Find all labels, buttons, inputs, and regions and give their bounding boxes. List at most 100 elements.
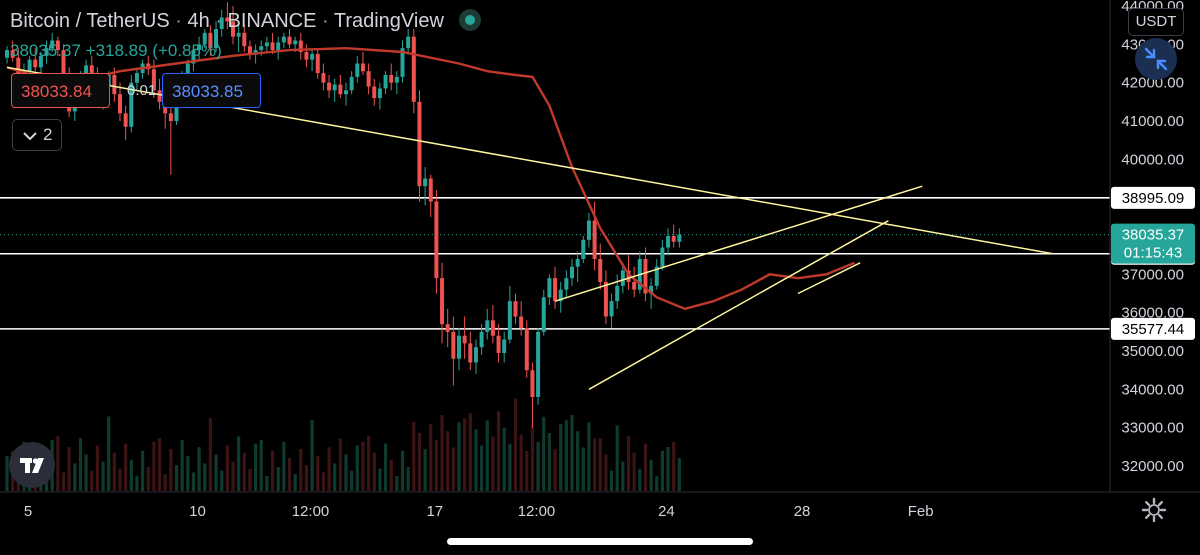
- sell-button[interactable]: 38033.84: [11, 73, 110, 108]
- candle-body: [253, 50, 258, 54]
- candle-body: [530, 370, 535, 397]
- volume-bar: [163, 474, 167, 491]
- volume-bar: [254, 443, 258, 491]
- trendline: [588, 220, 889, 390]
- currency-button[interactable]: USDT: [1128, 8, 1184, 36]
- candle-body: [513, 301, 518, 317]
- volume-bar: [660, 450, 664, 491]
- candle-body: [558, 289, 563, 302]
- candle-body: [264, 42, 269, 47]
- candle-body: [168, 113, 173, 121]
- arrows-compress-icon[interactable]: [1135, 38, 1177, 80]
- candle-body: [553, 278, 558, 302]
- candle-body: [134, 73, 139, 83]
- candle-body: [389, 75, 394, 83]
- candle-body: [112, 75, 117, 95]
- candle-body: [496, 335, 501, 353]
- symbol-name: Bitcoin / TetherUS: [10, 10, 170, 32]
- volume-bar: [316, 456, 320, 491]
- trendlines[interactable]: [6, 66, 1053, 390]
- volume-bar: [626, 436, 631, 491]
- volume-bar: [643, 443, 648, 491]
- volume-bar: [508, 443, 512, 491]
- chevron-down-icon: [23, 131, 37, 140]
- volume-bar: [141, 450, 145, 491]
- home-indicator: [447, 538, 753, 545]
- spread-value: 0.01: [127, 82, 157, 99]
- volume-bar: [231, 461, 235, 491]
- candle-body: [434, 201, 439, 279]
- candle-body: [242, 32, 247, 47]
- candle-body: [123, 113, 128, 127]
- candle-body: [310, 53, 315, 60]
- candle-body: [671, 236, 676, 242]
- volume-bar: [367, 436, 371, 491]
- volume-bar: [655, 476, 659, 491]
- price-change: +318.89 (+0.85%): [85, 41, 222, 60]
- volume-bar: [214, 454, 218, 491]
- candle-body: [473, 347, 478, 363]
- volume-bar: [513, 398, 518, 491]
- volume-bar: [56, 436, 60, 491]
- volume-bar: [112, 452, 116, 491]
- tradingview-logo-icon[interactable]: [9, 442, 55, 488]
- volume-bar: [270, 450, 275, 491]
- buy-button[interactable]: 38033.85: [162, 73, 261, 108]
- time-axis-tick-label: 12:00: [518, 503, 556, 520]
- candle-body: [615, 285, 620, 302]
- candle-body: [603, 282, 608, 317]
- volume-bar: [485, 420, 489, 491]
- candle-body: [355, 63, 360, 77]
- volume-bar: [542, 416, 546, 491]
- symbol-header[interactable]: Bitcoin / TetherUS · 4h · BINANCE · Trad…: [10, 8, 482, 33]
- volume-bar: [237, 436, 241, 491]
- volume-bar: [559, 424, 563, 491]
- volume-bar: [135, 476, 139, 491]
- volume-bar: [361, 441, 365, 491]
- candle-body: [541, 297, 546, 332]
- candle-body: [406, 36, 411, 49]
- candle-body: [666, 236, 671, 248]
- volume-bar: [446, 431, 450, 491]
- candle-body: [366, 71, 371, 87]
- volume-bar: [276, 467, 280, 491]
- price-axis[interactable]: 32000.00 33000.00 34000.00 35000.00 36000.00…: [1121, 0, 1184, 475]
- volume-bar: [417, 433, 422, 491]
- candle-body: [502, 339, 507, 353]
- candle-body: [417, 101, 422, 187]
- price-change-line: 38035.37 +318.89 (+0.85%): [10, 41, 222, 61]
- candle-body: [479, 331, 484, 348]
- candle-body: [27, 59, 32, 72]
- time-axis-tick-label: 28: [794, 503, 811, 520]
- time-axis-tick-label: 12:00: [292, 503, 330, 520]
- time-axis[interactable]: 5 10 12:00 17 12:00 24 28 Feb: [24, 503, 934, 520]
- candle-body: [643, 259, 648, 294]
- gear-icon[interactable]: [1141, 497, 1167, 523]
- volume-bar: [146, 467, 150, 491]
- volume-bar: [61, 472, 66, 491]
- level-price-tag-label: 38995.09: [1122, 190, 1185, 207]
- candle-body: [55, 40, 60, 51]
- candle-body: [5, 50, 9, 58]
- volume-bar: [593, 438, 597, 491]
- candle-body: [626, 270, 631, 282]
- candle-body: [84, 65, 89, 77]
- volume-bar: [169, 449, 173, 491]
- live-status-dot-icon: [459, 8, 482, 31]
- candle-body: [270, 42, 275, 51]
- candle-body: [536, 331, 541, 397]
- trendline: [797, 262, 861, 295]
- candle-body: [185, 63, 190, 79]
- volume-bar: [208, 418, 212, 491]
- volume-bar: [333, 463, 337, 491]
- indicators-toggle-button[interactable]: 2: [12, 119, 62, 151]
- volume-bar: [282, 441, 286, 491]
- candle-body: [445, 324, 450, 332]
- volume-bar: [90, 470, 94, 491]
- volume-bar: [152, 441, 156, 491]
- current-price-tag: [1111, 223, 1195, 264]
- candle-body: [372, 86, 377, 98]
- volume-bar: [129, 459, 133, 491]
- candle-body: [231, 21, 235, 37]
